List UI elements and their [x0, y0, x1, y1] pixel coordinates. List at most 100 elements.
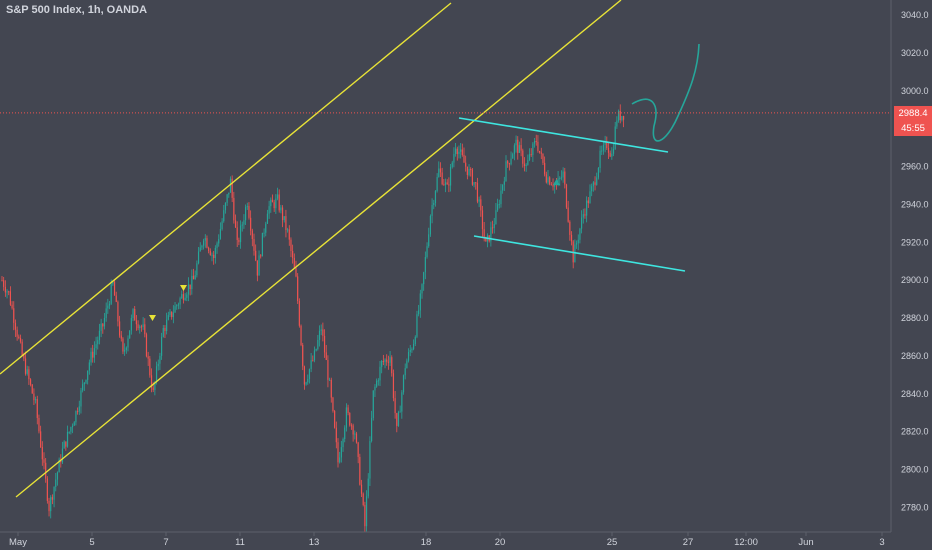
candle-body	[381, 360, 383, 367]
candle-body	[171, 311, 173, 318]
candle-body	[476, 182, 479, 202]
candle-body	[320, 329, 322, 331]
price-axis[interactable]: 2780.0 2800.0 2820.0 2840.0 2860.0 2880.0 2900…	[901, 10, 929, 512]
candle-body	[458, 151, 460, 155]
candle-body	[78, 406, 80, 412]
candle-body	[547, 177, 549, 183]
flag-lower-line[interactable]	[473, 235, 686, 272]
candle-body	[609, 152, 611, 157]
candle-body	[36, 399, 38, 418]
price-tick-label: 2840.0	[901, 389, 929, 399]
candle-body	[545, 174, 547, 183]
candle-body	[46, 478, 48, 501]
candle-body	[468, 168, 470, 175]
candle-body	[206, 238, 208, 248]
candle-body	[120, 335, 122, 339]
price-tick-label: 2820.0	[901, 427, 929, 437]
candle-body	[394, 398, 396, 414]
candle-body	[581, 217, 583, 229]
candle-body	[265, 223, 267, 233]
candle-body	[302, 344, 304, 367]
time-tick-label: 25	[607, 537, 618, 548]
candle-body	[61, 448, 64, 463]
candle-body	[544, 162, 546, 175]
candle-body	[421, 284, 423, 294]
candle-body	[621, 116, 623, 121]
candle-body	[517, 139, 519, 153]
candle-body	[66, 432, 69, 447]
candle-body	[339, 457, 341, 463]
candle-body	[90, 351, 92, 363]
candle-body	[204, 238, 206, 241]
channel-lower-line[interactable]	[15, 0, 622, 498]
candle-body	[434, 191, 437, 204]
candle-body	[483, 229, 485, 237]
candle-body	[241, 224, 243, 226]
candle-body	[562, 171, 564, 178]
price-tick-label: 2940.0	[901, 199, 929, 209]
candle-body	[359, 456, 361, 485]
candle-body	[293, 257, 295, 269]
candle-body	[233, 197, 235, 221]
time-tick-label: 27	[683, 537, 694, 548]
candle-body	[260, 255, 262, 257]
flag-upper-line[interactable]	[458, 117, 669, 153]
candle-body	[451, 162, 453, 167]
projection-curve[interactable]	[631, 43, 700, 142]
candle-body	[203, 240, 205, 246]
candle-body	[444, 182, 447, 185]
candle-body	[379, 366, 381, 381]
candle-body	[438, 168, 440, 178]
candle-body	[392, 373, 395, 399]
candle-body	[243, 220, 245, 225]
candle-body	[354, 433, 356, 435]
candle-body	[527, 160, 529, 165]
candle-body	[127, 338, 129, 348]
candle-body	[187, 284, 190, 295]
candle-body	[414, 336, 416, 345]
candle-body	[38, 417, 40, 432]
candle-body	[186, 294, 188, 298]
candle-body	[211, 254, 213, 256]
candle-body	[208, 247, 210, 251]
candle-body	[428, 234, 430, 247]
candle-body	[490, 227, 492, 242]
candle-body	[95, 344, 97, 349]
candle-body	[214, 247, 216, 259]
candle-body	[280, 207, 282, 211]
candle-body	[473, 182, 475, 185]
candle-body	[567, 207, 569, 222]
candle-body	[481, 210, 484, 230]
candle-body	[6, 291, 8, 293]
candle-body	[16, 329, 18, 337]
candle-body	[253, 239, 255, 251]
candle-body	[248, 206, 250, 218]
candle-body	[513, 145, 515, 155]
candle-body	[239, 225, 242, 243]
candle-body	[179, 298, 181, 305]
price-tick-label: 2920.0	[901, 237, 929, 247]
candle-body	[51, 497, 53, 500]
candle-body	[335, 427, 337, 443]
time-tick-label: 20	[495, 537, 506, 548]
candle-body	[389, 357, 391, 363]
candle-body	[194, 275, 196, 280]
candle-body	[371, 417, 373, 442]
candle-body	[515, 139, 517, 146]
candle-body	[582, 214, 584, 218]
candle-body	[250, 217, 252, 231]
time-tick-label: 3	[879, 537, 884, 548]
time-axis[interactable]: May 5 7 11 13 18 20 25 27 12:00 Jun 3	[9, 532, 885, 548]
channel-upper-line[interactable]	[0, 2, 452, 375]
candle-body	[218, 238, 220, 244]
candle-body	[273, 202, 275, 209]
candle-body	[172, 312, 174, 318]
candle-body	[245, 207, 247, 221]
candle-body	[419, 293, 421, 311]
candle-body	[159, 355, 161, 364]
candle-body	[105, 308, 107, 318]
candle-body	[152, 387, 154, 390]
candle-body	[502, 184, 504, 191]
